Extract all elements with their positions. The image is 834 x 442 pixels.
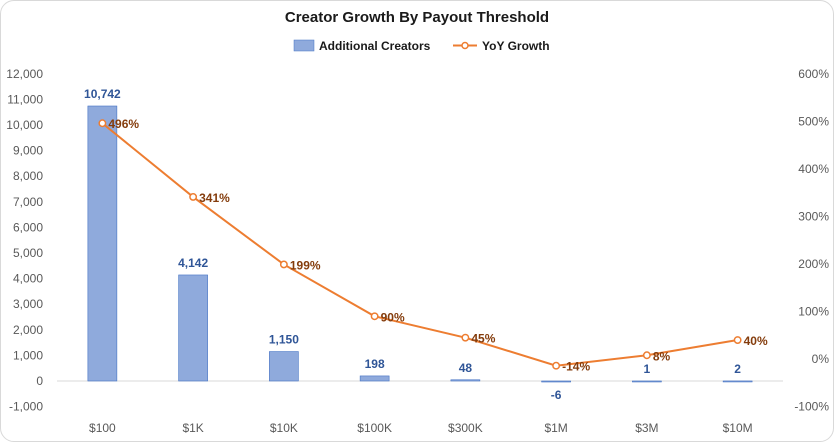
left-axis-tick-label: 3,000 — [13, 297, 43, 311]
left-axis-tick-label: 2,000 — [13, 323, 43, 337]
bar — [359, 375, 390, 382]
left-axis-tick-label: 7,000 — [13, 195, 43, 209]
right-axis-tick-label: 100% — [798, 305, 829, 319]
bar-data-label: 1,150 — [269, 333, 299, 347]
line-data-label: 90% — [381, 310, 405, 324]
bar-data-label: 1 — [644, 362, 651, 376]
bar — [269, 351, 299, 382]
bar-data-label: 10,742 — [84, 87, 121, 101]
right-y-axis: -100% 0% 100% 200% 300% 400% 500% 600% — [794, 67, 829, 414]
x-axis-tick-label: $100K — [357, 421, 392, 435]
left-axis-tick-label: 4,000 — [13, 272, 43, 286]
x-axis-tick-label: $10K — [270, 421, 298, 435]
left-axis-tick-label: 6,000 — [13, 220, 43, 234]
left-axis-tick-label: 5,000 — [13, 246, 43, 260]
right-axis-tick-label: 300% — [798, 209, 829, 223]
left-axis-tick-label: -1,000 — [9, 400, 43, 414]
bar — [87, 105, 118, 382]
legend-line-marker — [461, 41, 469, 50]
line-data-label: 45% — [471, 332, 495, 346]
line-data-label: 341% — [199, 191, 230, 205]
bar-data-label: 198 — [365, 357, 385, 371]
right-axis-tick-label: 600% — [798, 67, 829, 81]
yoy-growth-line — [101, 122, 738, 367]
x-axis-tick-label: $300K — [448, 421, 483, 435]
line-data-label: -14% — [562, 360, 590, 374]
bar — [541, 380, 571, 383]
line-point-marker — [279, 260, 288, 269]
x-axis-tick-label: $3M — [635, 421, 658, 435]
bar-data-label: -6 — [551, 388, 562, 402]
line-point-marker — [98, 119, 107, 128]
bar-data-label: 4,142 — [178, 256, 208, 270]
left-y-axis: -1,000 0 1,000 2,000 3,000 4,000 5,000 6,000 7,0… — [6, 67, 43, 414]
right-axis-tick-label: 200% — [798, 257, 829, 271]
line-point-marker — [370, 312, 379, 321]
bar-series — [87, 105, 753, 383]
bar-data-label: 48 — [459, 361, 473, 375]
left-axis-tick-label: 12,000 — [6, 67, 43, 81]
line-data-label: 496% — [108, 117, 139, 131]
x-axis-tick-label: $100 — [89, 421, 116, 435]
line-data-label: 40% — [744, 334, 768, 348]
left-axis-tick-label: 1,000 — [13, 348, 43, 362]
line-point-marker — [642, 351, 651, 360]
right-axis-tick-label: -100% — [794, 400, 829, 414]
line-data-labels: 496% 341% 199% 90% 45% -14% 8% 40% — [108, 117, 768, 373]
x-axis-tick-label: $1M — [544, 421, 567, 435]
left-axis-tick-label: 11,000 — [7, 92, 43, 106]
legend: Additional Creators YoY Growth — [293, 39, 550, 53]
right-axis-tick-label: 400% — [798, 162, 829, 176]
bar — [722, 380, 753, 383]
legend-label-yoy-growth: YoY Growth — [482, 39, 550, 53]
line-point-marker — [733, 336, 742, 344]
bar-data-label: 2 — [734, 362, 741, 376]
bar-data-labels: 10,742 4,142 1,150 198 48 -6 1 2 — [84, 87, 741, 402]
x-axis: $100 $1K $10K $100K $300K $1M $3M $10M — [57, 380, 783, 435]
left-axis-tick-label: 9,000 — [13, 144, 43, 158]
legend-label-additional-creators: Additional Creators — [319, 39, 431, 53]
bar — [450, 379, 481, 382]
line-point-marker — [461, 333, 470, 342]
line-point-marker — [552, 361, 561, 370]
legend-bar-swatch — [293, 39, 315, 52]
line-data-label: 8% — [653, 349, 671, 363]
right-axis-tick-label: 0% — [812, 352, 830, 366]
right-axis-tick-label: 500% — [798, 114, 829, 128]
left-axis-tick-label: 0 — [36, 374, 43, 388]
bar — [632, 380, 662, 383]
chart-title: Creator Growth By Payout Threshold — [285, 9, 549, 26]
x-axis-tick-label: $1K — [182, 421, 203, 435]
x-axis-tick-label: $10M — [723, 421, 753, 435]
left-axis-tick-label: 10,000 — [6, 118, 43, 132]
line-point-marker — [189, 192, 198, 201]
line-series — [98, 119, 742, 370]
line-data-label: 199% — [290, 258, 321, 272]
bar — [178, 274, 208, 382]
left-axis-tick-label: 8,000 — [13, 169, 43, 183]
